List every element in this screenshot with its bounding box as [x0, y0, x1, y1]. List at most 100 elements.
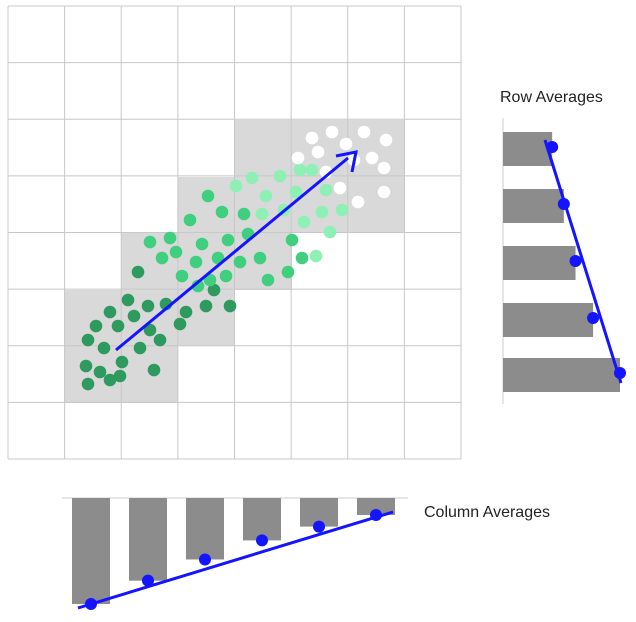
scatter-point — [141, 299, 155, 313]
column-average-bar — [186, 498, 224, 560]
scatter-point — [115, 355, 129, 369]
row-average-bar — [503, 358, 620, 392]
row-average-point — [557, 198, 570, 210]
scatter-point — [255, 207, 269, 221]
scatter-point — [133, 341, 147, 355]
scatter-point — [93, 365, 107, 379]
scatter-point — [273, 169, 287, 183]
scatter-point — [335, 203, 349, 217]
trend-arrow-line — [115, 156, 349, 352]
row-averages-panel — [502, 118, 626, 404]
scatter-point — [289, 185, 303, 199]
scatter-point — [127, 309, 141, 323]
scatter-point — [97, 341, 111, 355]
scatter-point — [309, 249, 323, 263]
scatter-point — [121, 293, 135, 307]
scatter-point — [229, 179, 243, 193]
row-average-bar — [503, 132, 553, 166]
scatter-point — [339, 137, 353, 151]
scatter-point — [203, 273, 217, 287]
row-average-bar — [503, 189, 564, 223]
scatter-point — [291, 151, 305, 165]
scatter-point — [311, 145, 325, 159]
scatter-point — [261, 273, 275, 287]
scatter-point — [173, 317, 187, 331]
scatter-point — [377, 161, 391, 175]
column-average-point — [313, 520, 325, 533]
scatter-point — [319, 183, 333, 197]
scatter-point — [245, 171, 259, 185]
scatter-point — [351, 195, 365, 209]
scatter-point — [143, 235, 157, 249]
column-average-point — [142, 574, 154, 587]
scatter-point — [147, 363, 161, 377]
grid — [7, 5, 462, 460]
scatter-point — [357, 125, 371, 139]
scatter-points — [79, 125, 393, 391]
scatter-point — [199, 299, 213, 313]
column-averages-label: Column Averages — [424, 504, 550, 521]
row-average-point — [614, 367, 626, 379]
row-average-point — [587, 312, 600, 324]
scatter-point — [153, 333, 167, 347]
scatter-point — [323, 225, 337, 239]
scatter-point — [237, 207, 251, 221]
scatter-point — [169, 245, 183, 259]
column-averages-panel — [62, 497, 408, 610]
scatter-point — [297, 215, 311, 229]
row-trend-line — [543, 139, 623, 384]
row-average-bar — [503, 246, 576, 280]
row-average-bar — [503, 303, 594, 337]
scatter-point — [155, 251, 169, 265]
scatter-point — [81, 377, 95, 391]
scatter-point — [281, 265, 295, 279]
scatter-point — [189, 255, 203, 269]
scatter-point — [365, 151, 379, 165]
scatter-point — [259, 189, 273, 203]
scatter-point — [111, 319, 125, 333]
scatter-point — [215, 205, 229, 219]
scatter-point — [207, 283, 221, 297]
scatter-point — [201, 189, 215, 203]
column-average-bar — [129, 498, 167, 581]
scatter-point — [143, 323, 157, 337]
scatter-point — [183, 213, 197, 227]
column-average-bar — [357, 498, 395, 515]
scatter-point — [315, 205, 329, 219]
scatter-point — [221, 233, 235, 247]
column-average-bar — [72, 498, 110, 604]
trend-arrow — [115, 150, 358, 352]
scatter-point — [81, 333, 95, 347]
scatter-point — [333, 181, 347, 195]
scatter-point — [379, 133, 393, 147]
column-trend-line — [77, 510, 394, 610]
scatter-point — [223, 299, 237, 313]
scatter-point — [131, 265, 145, 279]
scatter-point — [89, 319, 103, 333]
column-average-point — [85, 598, 97, 610]
scatter-point — [253, 251, 267, 265]
column-average-bar — [243, 498, 281, 541]
scatter-point — [325, 125, 339, 139]
scatter-point — [377, 185, 391, 199]
scatter-point — [295, 251, 309, 265]
column-average-point — [199, 553, 211, 566]
row-average-point — [569, 255, 582, 267]
scatter-point — [103, 305, 117, 319]
scatter-point — [113, 369, 127, 383]
scatter-point — [305, 131, 319, 145]
scatter-point — [233, 255, 247, 269]
trend-arrow-head — [335, 150, 358, 173]
scatter-point — [195, 237, 209, 251]
row-averages-label: Row Averages — [500, 89, 603, 106]
scatter-point — [175, 269, 189, 283]
scatter-point — [103, 373, 117, 387]
scatter-point — [293, 163, 307, 177]
scatter-point — [305, 163, 319, 177]
scatter-point — [179, 305, 193, 319]
row-average-point — [546, 141, 559, 153]
scatter-point — [219, 269, 233, 283]
column-average-point — [370, 508, 382, 521]
column-average-point — [256, 534, 268, 547]
